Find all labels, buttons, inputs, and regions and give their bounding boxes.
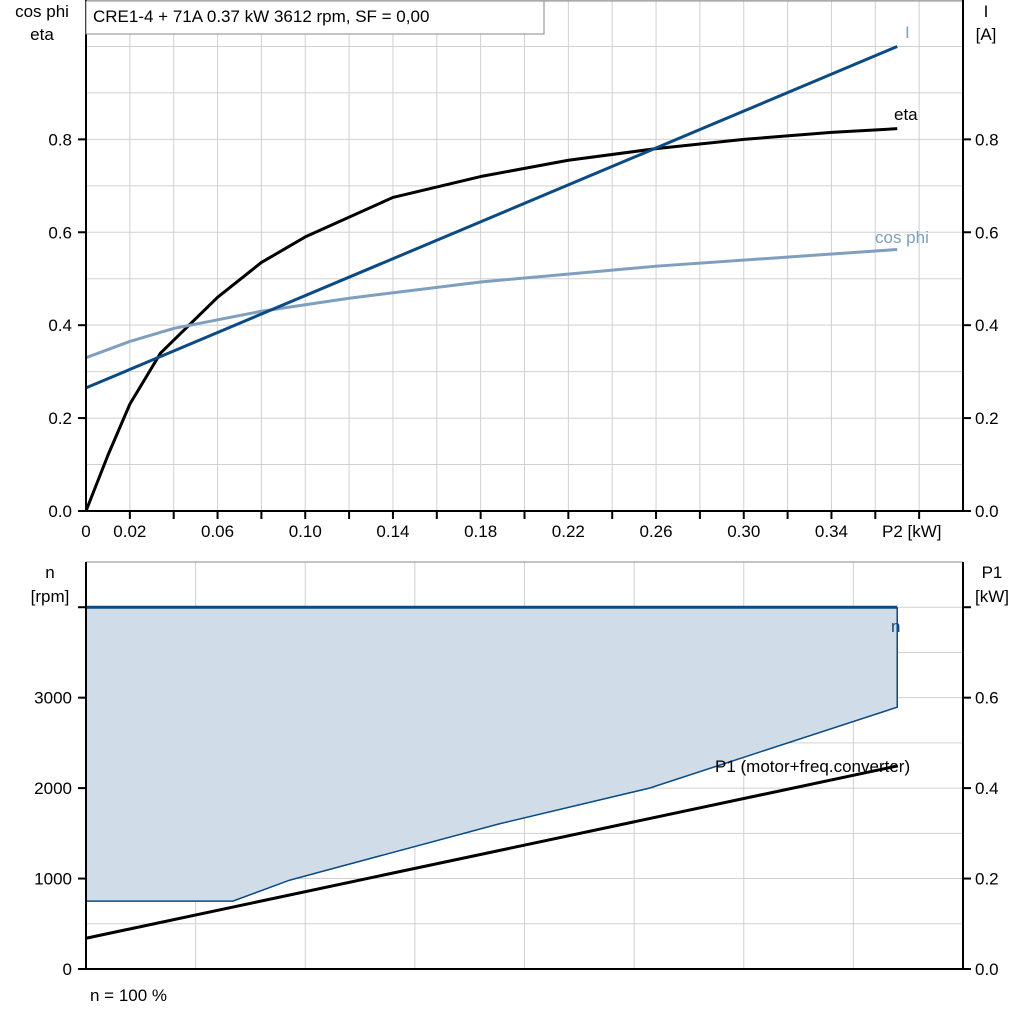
ylabel-left-rpm: [rpm] xyxy=(31,587,70,606)
axes: 0 0.02 0.06 0.10 0.14 0.18 0.22 0.26 0.30 0.34 0.0… xyxy=(34,0,999,979)
ylabel-left-cosphi: cos phi xyxy=(15,2,69,21)
legend-cosphi: cos phi xyxy=(875,228,929,247)
ylabel-right-I: I xyxy=(984,2,989,21)
y-tick-label: 0.6 xyxy=(48,223,72,242)
x-tick-label: 0.14 xyxy=(376,522,409,541)
y-tick-label: 0.2 xyxy=(48,409,72,428)
y-tick-label: 2000 xyxy=(34,779,72,798)
y-right-tick-label: 0.4 xyxy=(975,316,999,335)
legend-n: n xyxy=(891,617,900,636)
x-tick-label: 0.18 xyxy=(464,522,497,541)
ylabel-left-eta: eta xyxy=(30,25,54,44)
y-right-tick-label: 0.4 xyxy=(975,779,999,798)
ylabel-right-A: [A] xyxy=(976,25,997,44)
series-p1 xyxy=(85,764,898,940)
ylabel-left-n: n xyxy=(45,563,54,582)
x-tick-label: 0 xyxy=(81,522,90,541)
series-cos-phi xyxy=(85,247,898,360)
operating-area xyxy=(86,607,898,902)
x-tick-label: 0.02 xyxy=(113,522,146,541)
ylabel-right-p1: P1 xyxy=(982,563,1003,582)
y-tick-label: 1000 xyxy=(34,870,72,889)
legend-I: I xyxy=(905,23,910,42)
ylabel-right-kw: [kW] xyxy=(975,587,1009,606)
y-right-tick-label: 0.6 xyxy=(975,689,999,708)
x-tick-label: 0.30 xyxy=(727,522,760,541)
x-tick-label: 0.06 xyxy=(201,522,234,541)
y-right-tick-label: 0.0 xyxy=(975,960,999,979)
legend-eta: eta xyxy=(894,105,918,124)
series-marks xyxy=(84,45,898,940)
series-I xyxy=(85,45,898,390)
y-tick-label: 3000 xyxy=(34,689,72,708)
y-right-tick-label: 0.2 xyxy=(975,870,999,889)
y-right-tick-label: 0.8 xyxy=(975,130,999,149)
area-lower-edge xyxy=(86,607,898,902)
x-tick-label: 0.10 xyxy=(289,522,322,541)
series-eta xyxy=(84,127,898,512)
y-right-tick-label: 0.2 xyxy=(975,409,999,428)
legend-p1: P1 (motor+freq.converter) xyxy=(715,757,910,776)
y-tick-label: 0 xyxy=(63,960,72,979)
footnote: n = 100 % xyxy=(90,986,167,1005)
x-tick-label: 0.26 xyxy=(640,522,673,541)
x-tick-label: 0.22 xyxy=(552,522,585,541)
xlabel-p2: P2 [kW] xyxy=(882,522,942,541)
y-right-tick-label: 0.0 xyxy=(975,502,999,521)
y-tick-label: 0.0 xyxy=(48,502,72,521)
chart-title: CRE1-4 + 71A 0.37 kW 3612 rpm, SF = 0,00 xyxy=(93,7,429,26)
y-right-tick-label: 0.6 xyxy=(975,223,999,242)
title-box xyxy=(85,0,545,35)
y-tick-label: 0.4 xyxy=(48,316,72,335)
x-tick-label: 0.34 xyxy=(815,522,848,541)
y-tick-label: 0.8 xyxy=(48,130,72,149)
